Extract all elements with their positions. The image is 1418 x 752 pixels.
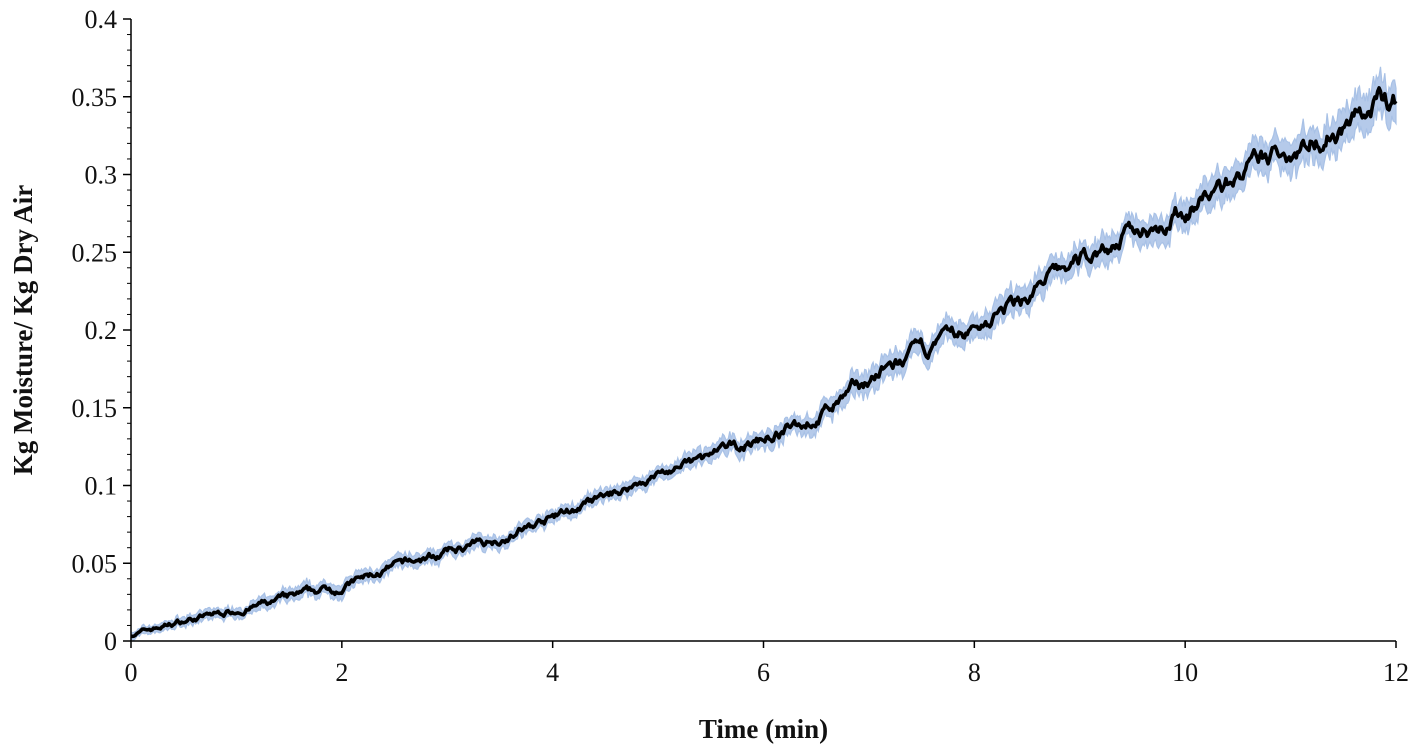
x-axis-title: Time (min) bbox=[699, 714, 828, 744]
axes bbox=[130, 19, 1396, 642]
y-axis-title: Kg Moisture/ Kg Dry Air bbox=[8, 185, 38, 475]
y-tick-label: 0.3 bbox=[85, 161, 118, 190]
y-tick-label: 0.4 bbox=[85, 5, 118, 34]
series-uncertainty-band bbox=[130, 66, 1397, 641]
x-tick-label: 8 bbox=[968, 658, 981, 687]
y-tick-label: 0.15 bbox=[72, 394, 118, 423]
tick-layer: 0 2 4 6 8 10 12 0 0.05 0.1 0.15 0.2 0.25 0.3 0.35 0.4 bbox=[72, 5, 1410, 687]
x-tick-label: 6 bbox=[757, 658, 770, 687]
y-tick-label: 0.25 bbox=[72, 238, 118, 267]
series-line bbox=[130, 86, 1398, 639]
x-tick-label: 0 bbox=[125, 658, 138, 687]
y-tick-label: 0.35 bbox=[72, 83, 118, 112]
x-tick-label: 4 bbox=[546, 658, 559, 687]
x-tick-label: 2 bbox=[335, 658, 348, 687]
y-tick-label: 0 bbox=[104, 627, 117, 656]
y-tick-label: 0.1 bbox=[85, 472, 118, 501]
series-line-layer bbox=[130, 86, 1398, 639]
x-tick-label: 12 bbox=[1383, 658, 1409, 687]
uncertainty-band-layer bbox=[130, 66, 1397, 641]
y-tick-label: 0.2 bbox=[85, 316, 118, 345]
x-tick-label: 10 bbox=[1172, 658, 1198, 687]
y-tick-label: 0.05 bbox=[72, 549, 118, 578]
